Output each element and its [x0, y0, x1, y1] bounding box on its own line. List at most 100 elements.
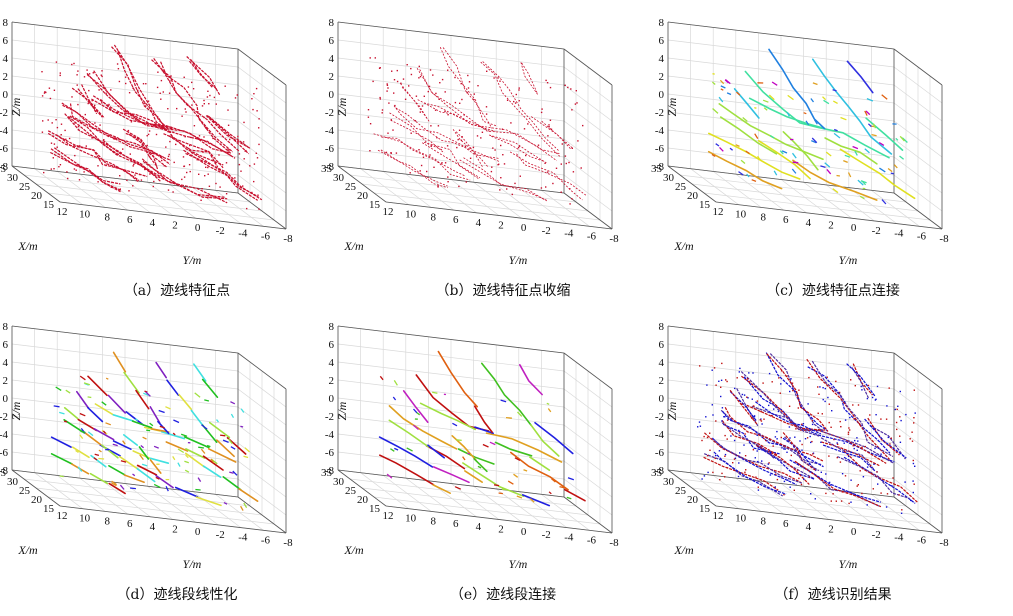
trace-point	[86, 69, 87, 70]
trace-point	[447, 181, 448, 182]
trace-point	[151, 172, 152, 173]
trace-point	[772, 381, 773, 382]
trace-point	[258, 144, 259, 145]
trace-point	[447, 145, 448, 146]
trace-segment	[231, 414, 233, 418]
trace-point	[773, 445, 774, 446]
z-tick-label: 0	[329, 89, 335, 101]
trace-segment	[73, 447, 89, 457]
trace-segment	[499, 493, 503, 494]
trace-point	[71, 96, 72, 97]
trace-point	[898, 494, 899, 495]
trace-segment	[719, 97, 723, 102]
trace-segment	[774, 171, 777, 175]
trace-point	[61, 134, 62, 135]
z-tick-label: -4	[655, 429, 665, 441]
trace-segment	[764, 108, 767, 110]
trace-segment	[230, 402, 234, 404]
y-tick-label: 2	[828, 524, 834, 536]
trace-point	[466, 181, 467, 182]
trace-point	[85, 114, 86, 115]
trace-point	[500, 177, 501, 178]
trace-point	[141, 179, 142, 180]
y-tick-label: 2	[172, 524, 178, 536]
trace-point	[214, 97, 215, 98]
trace-point	[744, 378, 745, 379]
trace-segment	[106, 378, 108, 379]
trace-point	[761, 460, 762, 461]
trace-point	[445, 162, 446, 163]
trace-point	[709, 450, 710, 451]
trace-point	[84, 76, 85, 77]
trace-point	[798, 390, 799, 391]
trace-point	[400, 83, 401, 84]
y-tick-label: 0	[851, 526, 857, 538]
trace-point	[790, 422, 791, 423]
y-tick-label: 4	[476, 217, 482, 229]
y-tick-label: -4	[238, 228, 248, 240]
y-tick-label: 4	[150, 217, 156, 229]
trace-point	[839, 392, 840, 393]
trace-point	[492, 147, 493, 148]
trace-point	[859, 423, 860, 424]
trace-point	[432, 74, 433, 75]
trace-point	[810, 471, 811, 472]
trace-segment	[390, 449, 394, 452]
trace-point	[204, 117, 205, 118]
trace-point	[809, 476, 810, 477]
z-tick-label: 2	[3, 375, 9, 387]
y-tick-label: 6	[453, 214, 459, 226]
trace-point	[170, 75, 171, 76]
trace-segment	[514, 474, 518, 477]
x-tick-label: 35	[651, 163, 663, 175]
trace-segment	[763, 100, 768, 102]
trace-point	[576, 90, 577, 91]
y-tick-label: 8	[430, 211, 436, 223]
trace-point	[831, 500, 832, 501]
trace-point	[784, 481, 785, 482]
trace-segment	[380, 376, 383, 380]
trace-segment	[241, 409, 244, 413]
trace-mark	[417, 68, 560, 154]
trace-point	[857, 450, 858, 451]
trace-point	[51, 168, 52, 169]
x-tick-label: 35	[321, 163, 333, 175]
trace-point	[189, 145, 190, 146]
trace-segment	[421, 403, 476, 429]
trace-segment	[217, 420, 219, 422]
trace-segment	[150, 423, 153, 426]
trace-point	[518, 89, 519, 90]
trace-point	[548, 124, 549, 125]
trace-point	[515, 102, 516, 103]
trace-point	[454, 77, 455, 78]
trace-point	[899, 436, 900, 437]
trace-point	[914, 484, 915, 485]
trace-point	[572, 148, 573, 149]
trace-point	[831, 410, 832, 411]
trace-point	[781, 437, 782, 438]
trace-point	[64, 130, 65, 131]
x-tick-label: 15	[43, 199, 55, 211]
trace-point	[468, 87, 469, 88]
trace-segment	[813, 83, 818, 85]
trace-point	[581, 167, 582, 168]
trace-mark	[521, 62, 538, 94]
trace-point	[227, 109, 228, 110]
trace-segment	[888, 169, 892, 172]
trace-point	[775, 474, 776, 475]
y-axis-label: Y/m	[839, 253, 858, 267]
trace-point	[801, 484, 802, 485]
trace-segment	[160, 426, 165, 427]
trace-segment	[394, 448, 398, 450]
trace-point	[393, 92, 394, 93]
trace-point	[382, 109, 383, 110]
trace-point	[825, 493, 826, 494]
trace-point	[753, 405, 754, 406]
panel-a: -8-6-4-2024681520253035121086420-2-4-6-8…	[12, 12, 342, 312]
trace-segment	[568, 478, 574, 480]
trace-point	[783, 494, 784, 495]
trace-point	[810, 436, 811, 437]
y-tick-label: -6	[917, 230, 927, 242]
trace-point	[125, 83, 126, 84]
trace-point	[189, 164, 190, 165]
